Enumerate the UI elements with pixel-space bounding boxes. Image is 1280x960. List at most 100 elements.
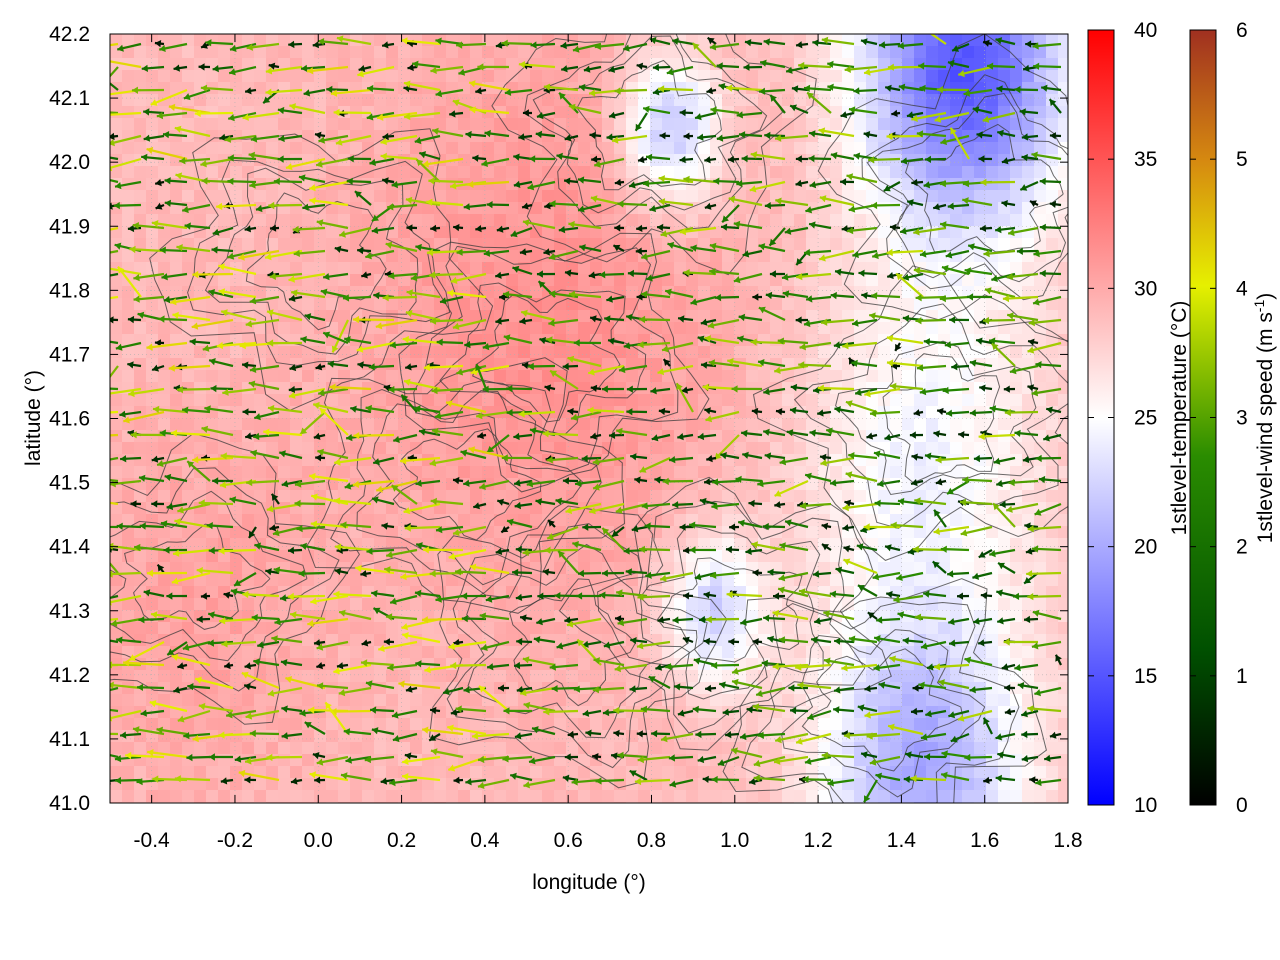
heatmap-cell: [986, 118, 999, 131]
heatmap-cell: [914, 622, 927, 635]
heatmap-cell: [470, 214, 483, 227]
heatmap-cell: [710, 394, 723, 407]
heatmap-cell: [782, 94, 795, 107]
heatmap-cell: [758, 262, 771, 275]
heatmap-cell: [1034, 82, 1047, 95]
heatmap-cell: [806, 118, 819, 131]
heatmap-cell: [242, 562, 255, 575]
heatmap-cell: [482, 106, 495, 119]
heatmap-cell: [998, 622, 1011, 635]
heatmap-cell: [758, 550, 771, 563]
heatmap-cell: [110, 370, 123, 383]
heatmap-cell: [1058, 670, 1068, 683]
heatmap-cell: [938, 394, 951, 407]
heatmap-cell: [1058, 490, 1068, 503]
heatmap-cell: [686, 358, 699, 371]
heatmap-cell: [794, 94, 807, 107]
heatmap-cell: [506, 238, 519, 251]
heatmap-cell: [494, 514, 507, 527]
heatmap-cell: [674, 538, 687, 551]
heatmap-cell: [1010, 418, 1023, 431]
heatmap-cell: [386, 166, 399, 179]
heatmap-cell: [986, 70, 999, 83]
heatmap-cell: [662, 190, 675, 203]
heatmap-cell: [758, 442, 771, 455]
heatmap-cell: [530, 82, 543, 95]
heatmap-cell: [854, 610, 867, 623]
heatmap-cell: [734, 94, 747, 107]
heatmap-cell: [722, 598, 735, 611]
heatmap-cell: [962, 118, 975, 131]
heatmap-cell: [1022, 622, 1035, 635]
heatmap-cell: [794, 70, 807, 83]
heatmap-cell: [266, 118, 279, 131]
heatmap-cell: [362, 118, 375, 131]
heatmap-cell: [542, 490, 555, 503]
heatmap-cell: [206, 94, 219, 107]
heatmap-cell: [554, 574, 567, 587]
heatmap-cell: [638, 298, 651, 311]
heatmap-cell: [818, 646, 831, 659]
heatmap-cell: [1046, 286, 1059, 299]
heatmap-cell: [254, 166, 267, 179]
heatmap-cell: [854, 346, 867, 359]
heatmap-cell: [242, 202, 255, 215]
heatmap-cell: [950, 550, 963, 563]
heatmap-cell: [422, 694, 435, 707]
heatmap-cell: [770, 46, 783, 59]
heatmap-cell: [122, 286, 135, 299]
heatmap-cell: [1046, 58, 1059, 71]
heatmap-cell: [626, 718, 639, 731]
heatmap-cell: [518, 274, 531, 287]
heatmap-cell: [374, 754, 387, 767]
heatmap-cell: [674, 490, 687, 503]
heatmap-cell: [230, 538, 243, 551]
heatmap-cell: [482, 706, 495, 719]
heatmap-cell: [170, 250, 183, 263]
heatmap-cell: [722, 118, 735, 131]
heatmap-cell: [926, 622, 939, 635]
heatmap-cell: [638, 442, 651, 455]
heatmap-cell: [794, 142, 807, 155]
heatmap-cell: [1022, 766, 1035, 779]
heatmap-cell: [542, 262, 555, 275]
heatmap-cell: [974, 202, 987, 215]
heatmap-cell: [566, 70, 579, 83]
heatmap-cell: [614, 166, 627, 179]
heatmap-cell: [218, 526, 231, 539]
heatmap-cell: [374, 58, 387, 71]
heatmap-cell: [926, 34, 939, 47]
heatmap-cell: [614, 418, 627, 431]
heatmap-cell: [818, 274, 831, 287]
heatmap-cell: [338, 190, 351, 203]
heatmap-cell: [1046, 454, 1059, 467]
heatmap-cell: [530, 190, 543, 203]
heatmap-cell: [674, 310, 687, 323]
heatmap-cell: [578, 298, 591, 311]
heatmap-cell: [1022, 166, 1035, 179]
heatmap-cell: [542, 742, 555, 755]
heatmap-cell: [254, 622, 267, 635]
heatmap-cell: [974, 418, 987, 431]
heatmap-cell: [806, 190, 819, 203]
heatmap-cell: [398, 586, 411, 599]
heatmap-cell: [854, 166, 867, 179]
heatmap-cell: [770, 322, 783, 335]
heatmap-cell: [746, 310, 759, 323]
heatmap-cell: [890, 142, 903, 155]
heatmap-cell: [1058, 742, 1068, 755]
heatmap-cell: [926, 418, 939, 431]
heatmap-cell: [914, 298, 927, 311]
heatmap-cell: [998, 442, 1011, 455]
heatmap-cell: [278, 70, 291, 83]
heatmap-cell: [410, 670, 423, 683]
heatmap-cell: [710, 730, 723, 743]
heatmap-cell: [326, 166, 339, 179]
heatmap-cell: [806, 298, 819, 311]
heatmap-cell: [842, 154, 855, 167]
heatmap-cell: [746, 394, 759, 407]
heatmap-cell: [326, 118, 339, 131]
heatmap-cell: [218, 118, 231, 131]
heatmap-cell: [254, 310, 267, 323]
heatmap-cell: [422, 766, 435, 779]
